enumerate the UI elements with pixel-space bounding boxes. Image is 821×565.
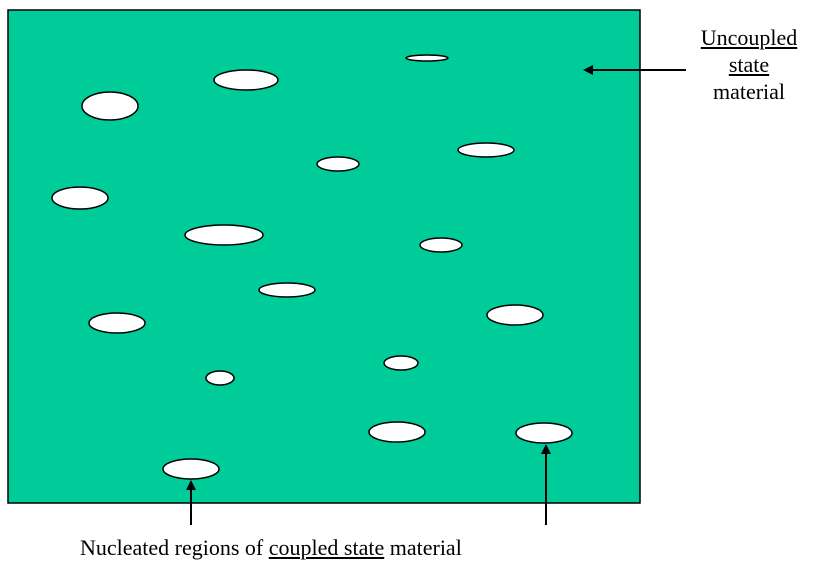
coupled-region — [486, 304, 544, 326]
coupled-region — [51, 186, 109, 210]
coupled-region — [383, 355, 419, 371]
coupled-region — [205, 370, 235, 386]
coupled-regions — [51, 54, 573, 480]
coupled-region — [457, 142, 515, 158]
coupled-region — [81, 91, 139, 121]
uncoupled-label-line-2: state — [728, 52, 770, 77]
uncoupled-label-line-3: material — [712, 79, 786, 104]
coupled-region — [405, 54, 449, 62]
coupled-region — [316, 156, 360, 172]
coupled-region — [515, 422, 573, 444]
nucleated-label-suffix: material — [389, 535, 462, 560]
coupled-region — [162, 458, 220, 480]
coupled-region — [368, 421, 426, 443]
coupled-region — [213, 69, 279, 91]
coupled-region — [184, 224, 264, 246]
coupled-region — [419, 237, 463, 253]
coupled-region — [258, 282, 316, 298]
coupled-region — [88, 312, 146, 334]
nucleated-label-highlight: coupled state — [268, 535, 385, 560]
uncoupled-state-label: Uncoupled state material — [678, 24, 820, 105]
uncoupled-label-line-1: Uncoupled — [700, 25, 798, 50]
nucleated-regions-label: Nucleated regions of coupled state mater… — [80, 535, 640, 560]
nucleated-label-prefix: Nucleated regions of — [80, 535, 264, 560]
